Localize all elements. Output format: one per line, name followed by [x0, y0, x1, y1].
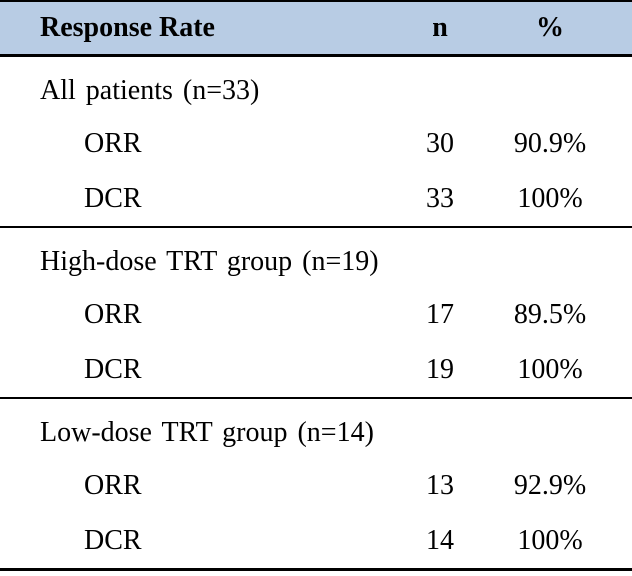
- table-row: ORR 13 92.9%: [0, 458, 632, 513]
- row-n-value: 17: [426, 298, 454, 330]
- section-title: All patients (n=33): [40, 75, 260, 106]
- row-pct-value: 92.9%: [513, 469, 587, 501]
- row-label: DCR: [84, 353, 142, 385]
- table-row: DCR 14 100%: [0, 513, 632, 568]
- row-n-value: 14: [426, 524, 454, 556]
- row-n-value: 19: [426, 353, 454, 385]
- row-n-value: 30: [426, 127, 454, 159]
- column-header-n: n: [432, 12, 448, 43]
- row-label: ORR: [84, 298, 142, 330]
- section-title: High-dose TRT group (n=19): [40, 246, 379, 277]
- row-pct-value: 100%: [517, 524, 583, 556]
- section-all-patients: All patients (n=33) ORR 30 90.9% DCR 33 …: [0, 57, 632, 228]
- row-n-value: 13: [426, 469, 454, 501]
- row-pct-value: 100%: [517, 182, 583, 214]
- table-row: ORR 17 89.5%: [0, 287, 632, 342]
- section-title: Low-dose TRT group (n=14): [40, 417, 374, 448]
- row-label: DCR: [84, 524, 142, 556]
- row-pct-value: 90.9%: [513, 127, 587, 159]
- section-title-row: Low-dose TRT group (n=14): [0, 408, 632, 458]
- table-header-row: Response Rate n %: [0, 0, 632, 57]
- section-low-dose-trt: Low-dose TRT group (n=14) ORR 13 92.9% D…: [0, 399, 632, 571]
- table-row: ORR 30 90.9%: [0, 116, 632, 171]
- row-n-value: 33: [426, 182, 454, 214]
- table-row: DCR 33 100%: [0, 171, 632, 226]
- section-high-dose-trt: High-dose TRT group (n=19) ORR 17 89.5% …: [0, 228, 632, 399]
- column-header-response-rate: Response Rate: [40, 12, 215, 43]
- row-pct-value: 89.5%: [513, 298, 587, 330]
- section-title-row: All patients (n=33): [0, 66, 632, 116]
- row-label: ORR: [84, 469, 142, 501]
- section-title-row: High-dose TRT group (n=19): [0, 237, 632, 287]
- row-pct-value: 100%: [517, 353, 583, 385]
- row-label: ORR: [84, 127, 142, 159]
- column-header-percent: %: [536, 12, 564, 43]
- table-row: DCR 19 100%: [0, 342, 632, 397]
- row-label: DCR: [84, 182, 142, 214]
